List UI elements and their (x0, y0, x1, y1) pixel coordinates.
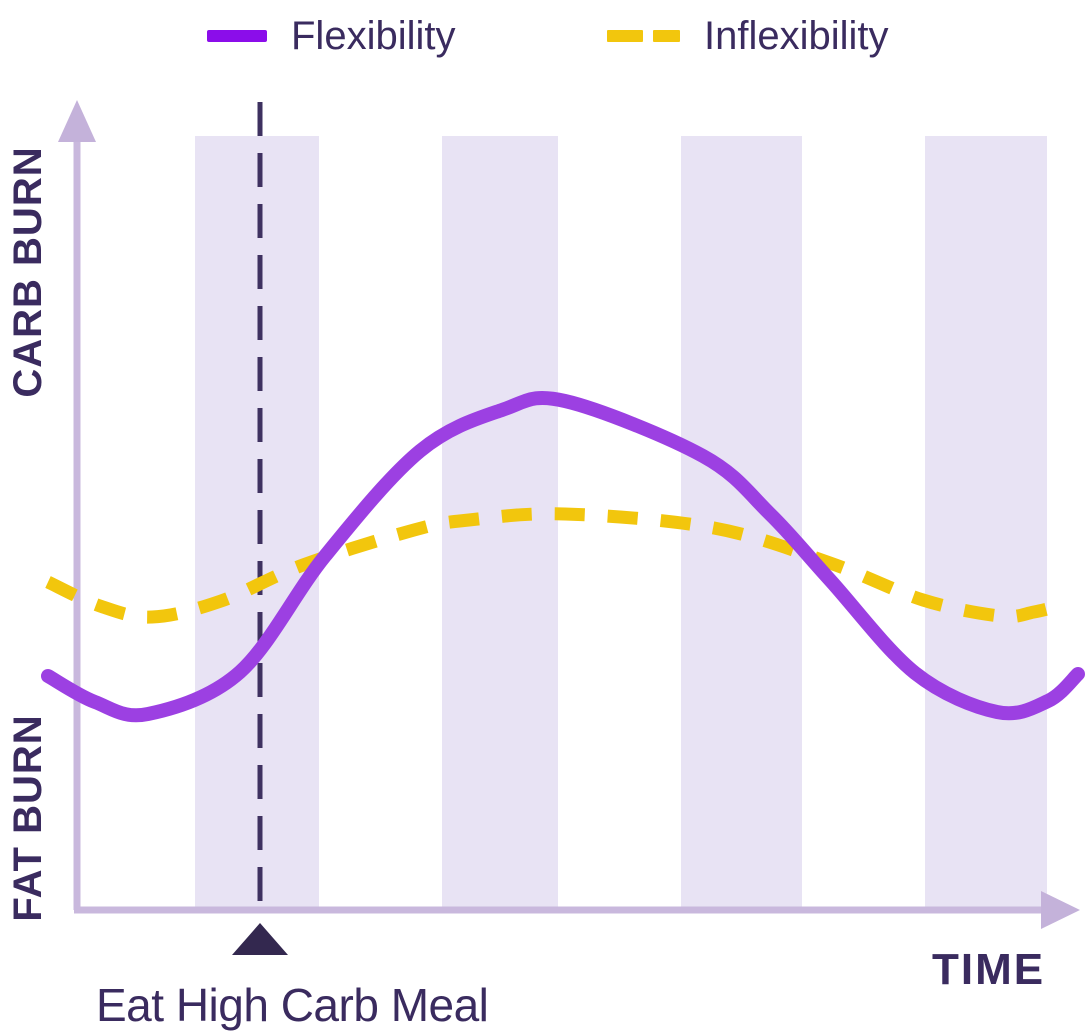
x-axis-arrow-icon (1041, 891, 1080, 929)
x-axis (74, 891, 1080, 929)
background-band (195, 136, 319, 907)
legend-item-flexibility: Flexibility (207, 12, 455, 60)
series-curve-inflexibility (45, 507, 1068, 624)
event-line-group (232, 102, 288, 955)
y-axis (58, 100, 96, 910)
background-band (925, 136, 1047, 907)
legend-label-flexibility: Flexibility (291, 14, 456, 58)
inflexibility-dash-swatch-icon (607, 30, 680, 42)
y-axis-label-fat-burn: FAT BURN (6, 714, 50, 922)
legend-item-inflexibility: Inflexibility (607, 12, 889, 60)
x-axis-label-time: TIME (932, 945, 1046, 994)
y-axis-arrow-icon (58, 100, 96, 142)
y-axis-label-carb-burn: CARB BURN (6, 146, 50, 398)
event-annotation-label: Eat High Carb Meal (96, 979, 489, 1031)
event-triangle-marker-icon (232, 923, 288, 955)
series-curve-flexibility (41, 391, 1085, 723)
legend-label-inflexibility: Inflexibility (704, 14, 889, 58)
flexibility-line-swatch-icon (207, 30, 267, 42)
series-curves (41, 391, 1085, 723)
